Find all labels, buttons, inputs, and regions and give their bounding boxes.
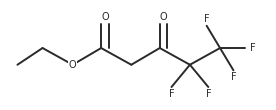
Text: F: F	[204, 14, 209, 24]
Text: F: F	[169, 89, 174, 99]
Text: O: O	[160, 12, 167, 22]
Text: F: F	[206, 89, 211, 99]
Text: O: O	[69, 60, 76, 70]
Text: F: F	[250, 43, 256, 53]
Text: F: F	[231, 72, 236, 82]
Text: O: O	[101, 12, 109, 22]
